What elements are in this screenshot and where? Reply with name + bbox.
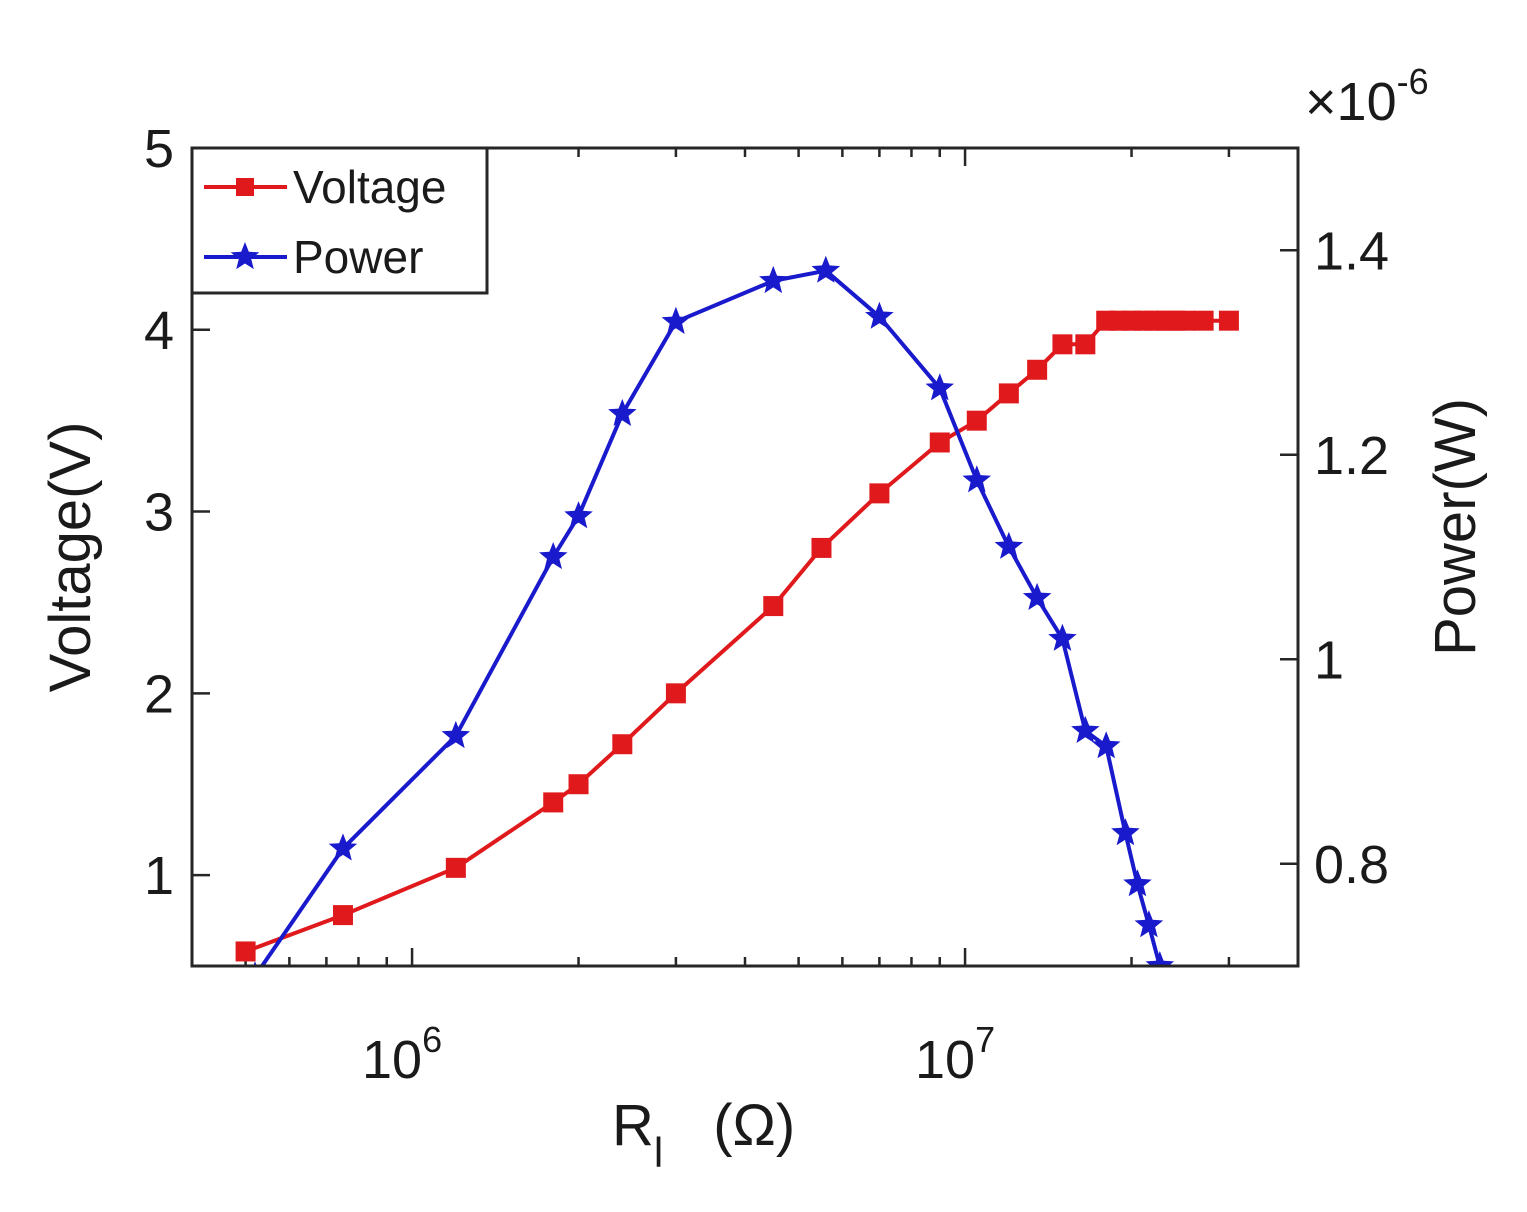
plot-frame xyxy=(190,146,1300,968)
y-right-tick-label: 1.2 xyxy=(1314,426,1389,486)
power-point xyxy=(1145,951,1175,966)
x-tick-label: 106 xyxy=(362,1019,442,1090)
legend-voltage-marker xyxy=(236,178,254,196)
power-point xyxy=(925,373,954,401)
voltage-point xyxy=(1052,334,1073,355)
power-point xyxy=(328,833,358,861)
y-left-tick-label: 4 xyxy=(144,301,174,361)
x-tick-labels: 106 107 xyxy=(362,1019,995,1090)
y-left-axis-title: Voltage(V) xyxy=(38,422,103,693)
legend-power-star xyxy=(230,242,260,270)
power-point xyxy=(759,265,788,294)
y-right-tick-label: 1.4 xyxy=(1314,221,1389,281)
voltage-point xyxy=(1175,310,1196,331)
voltage-point xyxy=(1218,310,1239,331)
power-point xyxy=(608,398,637,426)
right-axis-exponent: ×10-6 xyxy=(1305,61,1429,132)
voltage-point xyxy=(929,432,950,453)
power-point xyxy=(441,720,471,749)
x-axis-title-main: R xyxy=(612,1093,654,1158)
y-left-tick-label: 1 xyxy=(144,846,174,906)
voltage-point xyxy=(811,537,832,558)
power-point xyxy=(1111,818,1140,846)
x-axis-title-subscript: l xyxy=(654,1129,663,1176)
legend-voltage-label: Voltage xyxy=(293,161,446,213)
power-point xyxy=(1022,582,1052,610)
voltage-point xyxy=(543,792,564,813)
series-layer xyxy=(235,255,1239,966)
voltage-point xyxy=(235,941,256,962)
voltage-point xyxy=(612,734,633,755)
voltage-point xyxy=(1075,334,1096,355)
voltage-point xyxy=(445,857,466,878)
power-point xyxy=(1092,731,1121,759)
voltage-point xyxy=(1027,359,1048,380)
power-point xyxy=(811,255,841,283)
legend: Voltage Power xyxy=(190,146,489,295)
voltage-point xyxy=(869,483,890,504)
exponent-power: -6 xyxy=(1397,61,1429,102)
y-left-tick-label: 5 xyxy=(144,119,174,179)
y-left-tick-labels: 1 2 3 4 5 xyxy=(144,119,174,906)
y-right-axis-title: Power(W) xyxy=(1423,398,1488,656)
legend-power-marker xyxy=(230,242,260,270)
power-point xyxy=(1134,910,1164,938)
exponent-prefix: ×10 xyxy=(1305,72,1397,132)
y-left-tick-label: 3 xyxy=(144,483,174,543)
power-point xyxy=(994,531,1024,559)
power-point xyxy=(865,301,894,329)
y-left-tick-label: 2 xyxy=(144,664,174,724)
power-point xyxy=(962,465,991,493)
legend-box xyxy=(190,146,489,295)
power-point xyxy=(661,306,691,334)
y-right-tick-label: 1 xyxy=(1314,630,1344,690)
y-right-tick-labels: 0.8 1 1.2 1.4 xyxy=(1314,221,1389,895)
voltage-point xyxy=(568,774,589,795)
x-axis-title-unit: (Ω) xyxy=(713,1093,795,1158)
voltage-point xyxy=(332,905,353,926)
y-right-tick-label: 0.8 xyxy=(1314,835,1389,895)
power-point xyxy=(1071,715,1100,743)
x-tick-label: 107 xyxy=(915,1019,995,1090)
power-point xyxy=(539,542,568,570)
power-point xyxy=(1123,869,1152,897)
voltage-point xyxy=(998,383,1019,404)
voltage-point xyxy=(665,683,686,704)
power-point xyxy=(564,501,593,529)
voltage-point xyxy=(966,410,987,431)
voltage-point xyxy=(763,596,784,617)
voltage-point xyxy=(1193,310,1214,331)
power-point xyxy=(1048,623,1077,651)
x-axis-title: Rl (Ω) xyxy=(612,1093,795,1176)
legend-power-label: Power xyxy=(293,231,423,283)
